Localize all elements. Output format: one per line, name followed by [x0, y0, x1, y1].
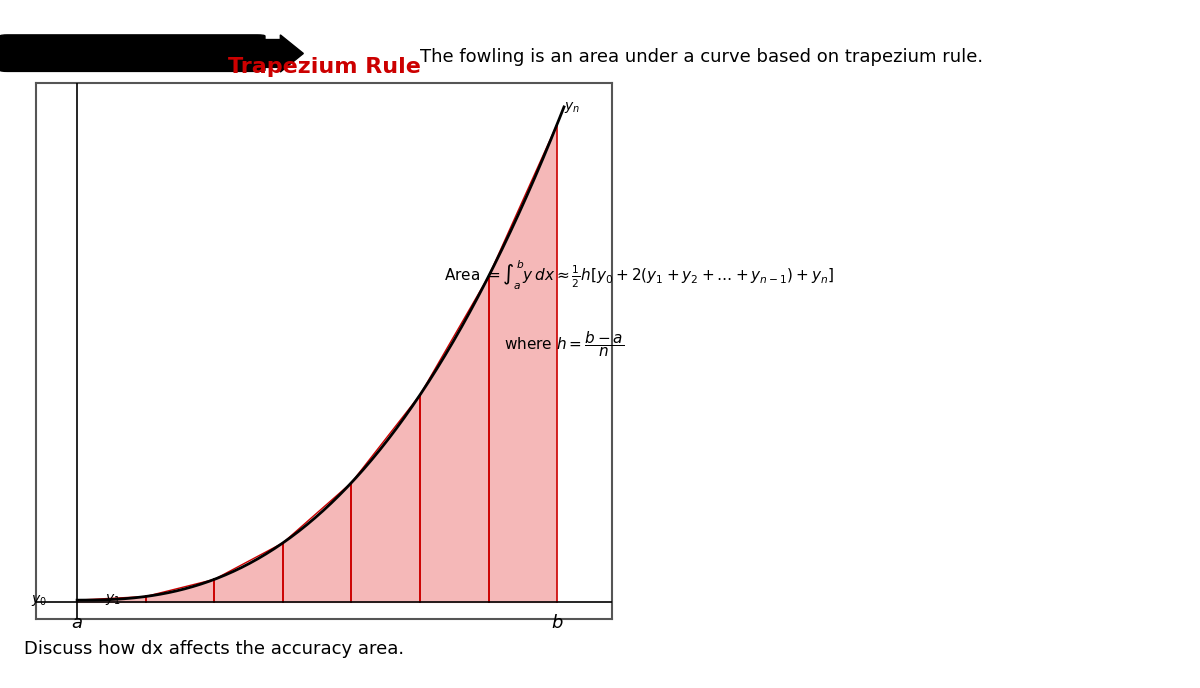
Text: $b$: $b$: [551, 614, 564, 632]
Text: $a$: $a$: [71, 614, 83, 632]
Text: where $h = \dfrac{b-a}{n}$: where $h = \dfrac{b-a}{n}$: [504, 329, 624, 359]
Text: Area $= \int_{a}^{b} y\,dx \approx \frac{1}{2}h\left[y_0 + 2(y_1 + y_2 + \ldots : Area $= \int_{a}^{b} y\,dx \approx \frac…: [444, 259, 834, 292]
FancyBboxPatch shape: [0, 35, 265, 72]
Text: Discuss how dx affects the accuracy area.: Discuss how dx affects the accuracy area…: [24, 640, 404, 658]
Text: $y_n$: $y_n$: [564, 100, 580, 116]
FancyArrow shape: [257, 35, 304, 72]
Text: $y_0$: $y_0$: [31, 592, 47, 608]
Text: Trapezium Rule: Trapezium Rule: [228, 57, 420, 77]
Text: $y_1$: $y_1$: [106, 592, 121, 607]
Text: The fowling is an area under a curve based on trapezium rule.: The fowling is an area under a curve bas…: [420, 48, 983, 66]
